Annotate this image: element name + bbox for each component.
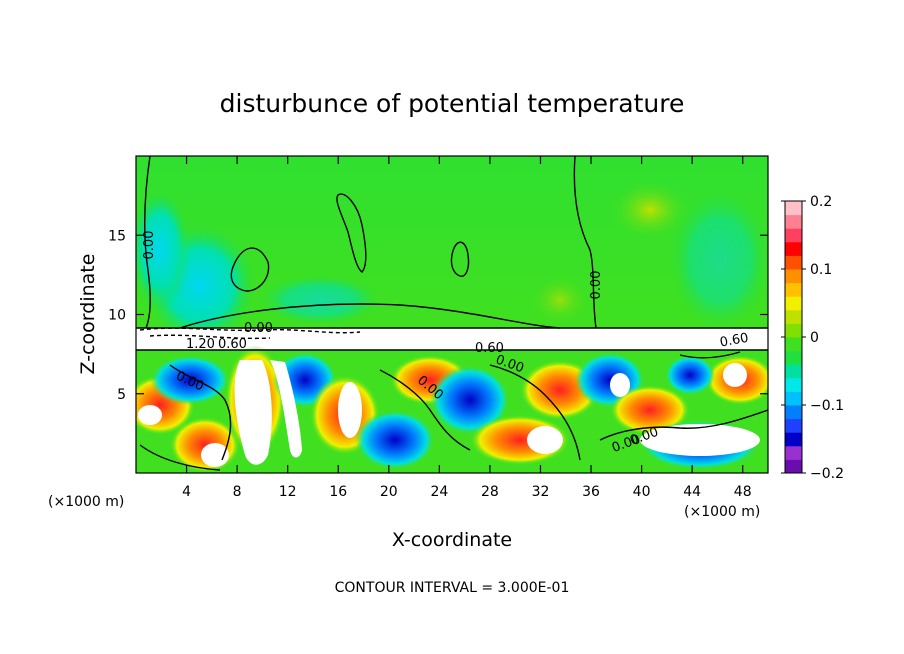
contour-dashed (139, 327, 361, 334)
contour-label: 0.60 (719, 331, 750, 351)
x-tick-label: 24 (430, 484, 448, 500)
colorbar-label: 0.1 (810, 262, 832, 278)
contour-lower (679, 351, 741, 359)
colorbar-swatch (785, 445, 802, 460)
cyan-anomaly (670, 190, 768, 330)
colorbar-label: 0 (810, 330, 819, 346)
colorbar-label: −0.1 (810, 398, 844, 414)
colorbar-swatch (785, 255, 802, 270)
warm-eddy (610, 385, 690, 435)
x-tick-label: 36 (582, 484, 600, 500)
colorbar-swatch (785, 282, 802, 297)
colorbar-swatch (785, 418, 802, 433)
colorbar-swatch (785, 459, 802, 474)
x-tick-label: 16 (329, 484, 347, 500)
colorbar-swatch (785, 391, 802, 406)
x-tick-label: 4 (182, 484, 191, 500)
x-axis-label: X-coordinate (392, 529, 512, 551)
cyan-anomaly (136, 190, 190, 310)
x-tick-label: 12 (279, 484, 297, 500)
contour-zero (450, 241, 470, 277)
contour-interval: CONTOUR INTERVAL = 3.000E-01 (335, 580, 570, 596)
colorbar-swatch (785, 296, 802, 311)
contour-zero (336, 193, 367, 273)
contour-lower (169, 364, 232, 461)
yellow-anomaly (610, 180, 690, 240)
contour-label: 0.60 (218, 337, 247, 352)
y-tick-label: 15 (108, 228, 126, 244)
colorbar-swatch (785, 201, 802, 216)
saturated-core (640, 424, 760, 456)
colorbar-swatch (785, 241, 802, 256)
x-tick-label: 48 (734, 484, 752, 500)
y-tick-label: 5 (117, 387, 126, 403)
saturated-core (338, 382, 362, 438)
saturated-core (610, 373, 630, 397)
y-axis: 5 10 15 (108, 228, 768, 403)
colorbar-swatch (785, 323, 802, 338)
contour-lower (139, 444, 221, 471)
contour-label: 1.20 (186, 337, 215, 352)
contour-dashed (149, 334, 271, 340)
cold-eddy (355, 410, 435, 470)
plot-field (136, 156, 768, 473)
colorbar-swatch (785, 214, 802, 229)
colorbar-swatch (785, 269, 802, 284)
contour-lines (136, 156, 768, 471)
x-unit-left: (×1000 m) (48, 494, 124, 510)
saturated-core (138, 405, 162, 425)
x-tick-label: 28 (481, 484, 499, 500)
saturated-core (201, 443, 229, 467)
x-axis: 4 8 12 16 20 24 28 32 36 40 44 48 (182, 156, 752, 500)
cyan-anomaly (260, 275, 380, 325)
x-unit-right: (×1000 m) (684, 504, 760, 520)
tropopause-band (136, 328, 768, 350)
saturated-core (723, 363, 747, 387)
colorbar-swatch (785, 309, 802, 324)
contour-zero (573, 156, 597, 329)
saturated-core (527, 426, 563, 454)
colorbar-swatch (785, 405, 802, 420)
contour-zero (179, 303, 561, 329)
contour-label: 0.00 (142, 231, 157, 260)
colorbar-swatch (785, 350, 802, 365)
contour-label: 0.60 (475, 341, 504, 356)
colorbar-label: 0.2 (810, 194, 832, 210)
contour-zero (143, 156, 151, 329)
cold-eddy (430, 365, 510, 435)
cold-eddy (665, 355, 715, 395)
colorbar-swatch (785, 377, 802, 392)
yellow-anomaly (530, 275, 590, 325)
saturated-core (234, 360, 272, 465)
colorbar-swatch (785, 228, 802, 243)
contour-lower (379, 369, 471, 451)
contour-label: 0.00 (589, 271, 604, 300)
cold-eddy (150, 355, 230, 405)
x-tick-label: 44 (683, 484, 701, 500)
colorbar-swatch (785, 337, 802, 352)
colorbar-swatch (785, 364, 802, 379)
y-tick-label: 10 (108, 308, 126, 324)
colorbar-label: −0.2 (810, 466, 844, 482)
contour-lower (489, 364, 581, 461)
x-tick-label: 20 (380, 484, 398, 500)
colorbar-swatch (785, 432, 802, 447)
x-tick-label: 32 (532, 484, 550, 500)
contour-lower (599, 409, 768, 441)
x-tick-label: 8 (233, 484, 242, 500)
contour-zero (230, 247, 270, 292)
x-tick-label: 40 (633, 484, 651, 500)
chart-title: disturbunce of potential temperature (220, 89, 685, 118)
y-axis-label: Z-coordinate (77, 254, 99, 375)
contour-label: 0.00 (244, 321, 273, 336)
saturated-core (270, 360, 302, 458)
colorbar: 0.2 0.1 0 −0.1 −0.2 (781, 194, 844, 482)
